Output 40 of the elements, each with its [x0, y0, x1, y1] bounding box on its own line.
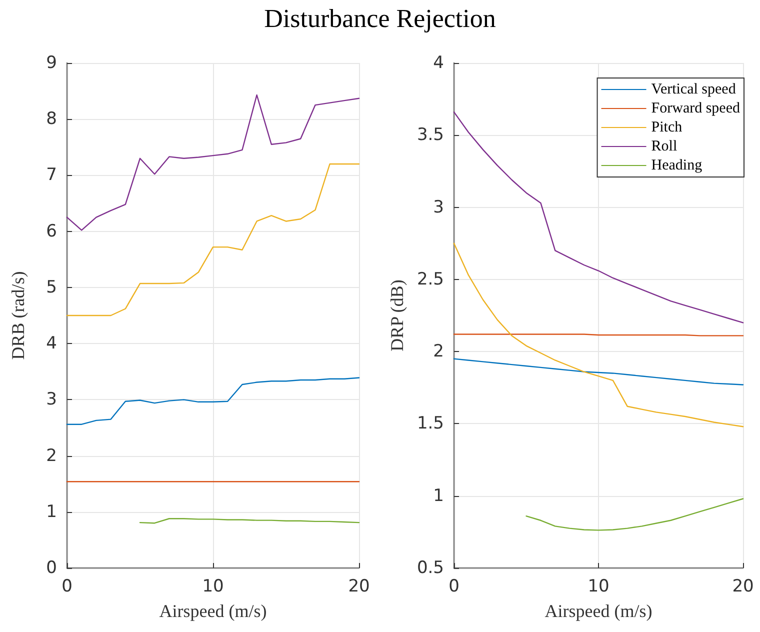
x-tick-label: 20: [732, 576, 754, 596]
line-series: [453, 358, 744, 386]
line-series: [66, 94, 360, 231]
x-tick-label: 10: [202, 576, 224, 596]
y-tick-label: 5: [46, 277, 57, 298]
line-series: [66, 377, 360, 425]
x-axis-title: Airspeed (m/s): [544, 601, 652, 621]
y-tick-label: 3: [46, 390, 57, 410]
y-tick-label: 1: [433, 486, 444, 506]
y-axis-title: DRB (rad/s): [8, 271, 28, 360]
y-tick-label: 4: [46, 334, 57, 354]
legend-label: Heading: [651, 158, 703, 174]
line-series: [526, 498, 744, 531]
x-tick-label: 10: [588, 576, 610, 596]
line-series: [453, 242, 744, 428]
legend-label: Forward speed: [651, 100, 740, 116]
y-tick-label: 4: [433, 53, 444, 73]
y-tick-label: 8: [46, 109, 57, 130]
x-tick-label: 0: [448, 576, 460, 596]
y-tick-label: 1.5: [416, 414, 444, 434]
y-tick-label: 3.5: [416, 125, 444, 146]
y-tick-label: 6: [46, 221, 57, 242]
y-tick-label: 2: [433, 342, 444, 362]
chart-title: Disturbance Rejection: [263, 4, 497, 34]
legend-label: Roll: [651, 138, 678, 154]
y-tick-label: 9: [46, 53, 57, 73]
y-tick-label: 0: [46, 558, 57, 578]
y-tick-label: 2: [46, 446, 57, 466]
x-axis-title: Airspeed (m/s): [159, 601, 267, 621]
x-tick-label: 0: [62, 576, 72, 596]
x-tick-label: 20: [348, 576, 370, 596]
legend-label: Pitch: [651, 120, 683, 136]
y-tick-label: 1: [46, 502, 57, 522]
y-tick-label: 3: [433, 197, 444, 218]
y-tick-label: 7: [46, 165, 57, 186]
legend-label: Vertical speed: [651, 82, 736, 98]
y-axis-title: DRP (dB): [387, 280, 407, 352]
line-series: [66, 163, 360, 316]
y-tick-label: 0.5: [416, 558, 444, 578]
y-tick-label: 2.5: [416, 269, 444, 290]
